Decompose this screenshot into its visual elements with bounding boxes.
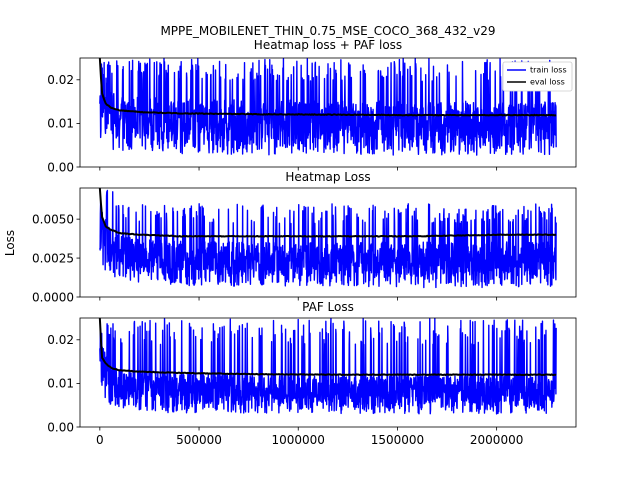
subplot-heatmap-loss: 0.0000 0.0025 0.0050 Heatmap Loss [32,170,577,304]
legend: train loss eval loss [502,61,573,92]
suptitle-line2: Heatmap loss + PAF loss [254,38,402,52]
y-tick-label: 0.0050 [32,212,74,226]
suptitle-line1: MPPE_MOBILENET_THIN_0.75_MSE_COCO_368_43… [160,24,495,38]
x-tick-label: 1500000 [371,433,424,447]
eval-loss-line [98,318,557,376]
x-tick-label: 2000000 [470,433,523,447]
x-tick-label: 500000 [176,433,222,447]
axes-frame [79,317,577,428]
legend-train-label: train loss [530,66,567,75]
y-tick-label: 0.0025 [32,251,74,265]
y-tick-label: 0.01 [47,377,74,391]
legend-eval-label: eval loss [530,78,565,87]
y-tick-label: 0.02 [47,333,74,347]
y-tick-label: 0.02 [47,73,74,87]
y-tick-label: 0.00 [47,160,74,174]
x-tick-label: 0 [96,433,104,447]
y-tick-label: 0.01 [47,117,74,131]
subplot-title: Heatmap Loss [285,170,370,184]
x-tick-label: 1000000 [272,433,325,447]
y-tick-label: 0.00 [47,420,74,434]
y-tick-label: 0.0000 [32,290,74,304]
train-loss-line [99,189,557,289]
subplot-paf-loss: 0.00 0.01 0.02 0 500000 1000000 1500000 2000000… [47,300,577,447]
train-loss-line [99,318,557,415]
y-axis-label: Loss [3,230,17,256]
axes-frame [79,57,577,168]
subplot-title: PAF Loss [302,300,354,314]
subplot-total-loss: 0.00 0.01 0.02 [47,57,577,174]
axes-frame [79,187,577,298]
eval-loss-line [98,188,557,238]
eval-loss-line [98,58,557,117]
